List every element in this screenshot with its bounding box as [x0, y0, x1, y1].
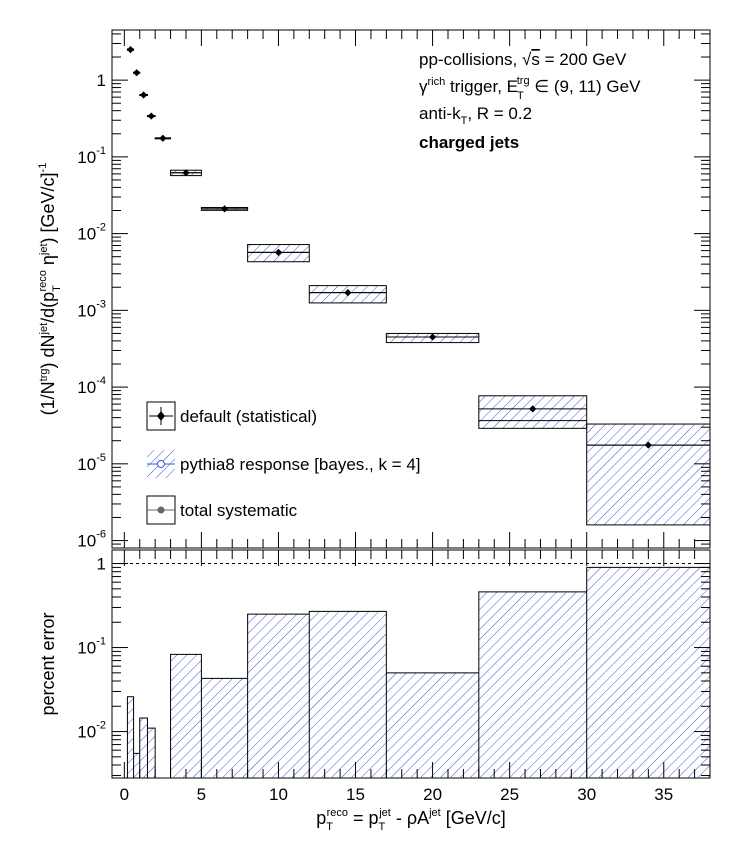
percent-error-bin-9	[386, 672, 479, 778]
percent-error-bin-1	[133, 753, 140, 778]
systematic-box-8	[308, 285, 387, 304]
percent-error-bins	[112, 563, 711, 778]
legend-label-pythia8: pythia8 response [bayes., k = 4]	[180, 455, 421, 474]
legend-label-systematic: total systematic	[180, 501, 298, 520]
annotation-collisions: pp-collisions, √s = 200 GeV	[419, 50, 627, 69]
x-tick-label-4: 20	[423, 785, 442, 804]
legend-entry-statistical: default (statistical)	[146, 401, 317, 431]
data-points	[126, 45, 710, 449]
upper-y-tick-label-1: 10-1	[77, 145, 106, 167]
lower-y-tick-label-2: 10-2	[77, 720, 106, 742]
data-point-4	[159, 134, 167, 142]
percent-error-bin-10	[478, 591, 587, 778]
upper-y-tick-label-4: 10-4	[77, 375, 106, 397]
percent-error-bin-0	[127, 696, 134, 778]
lower-y-tick-label-0: 1	[97, 555, 106, 574]
lower-axes: 1 10-1 10-2 0 5 10 15 20 25 30 35	[77, 550, 710, 804]
x-tick-label-7: 35	[654, 785, 673, 804]
x-tick-label-2: 10	[269, 785, 288, 804]
legend: default (statistical) pythia8 response […	[146, 401, 421, 525]
percent-error-bin-3	[147, 728, 156, 778]
x-tick-label-6: 30	[577, 785, 596, 804]
x-tick-label-5: 25	[500, 785, 519, 804]
upper-axes: 1 10-1 10-2 10-3 10-4 10-5 10-6	[77, 30, 710, 551]
data-point-7	[274, 248, 283, 256]
systematic-hatch-11	[586, 424, 710, 525]
upper-y-tick-label-3: 10-3	[77, 298, 106, 320]
percent-error-outline	[126, 566, 711, 778]
percent-error-bin-6	[201, 678, 248, 778]
upper-y-tick-label-0: 1	[97, 71, 106, 90]
legend-entry-pythia8-response: pythia8 response [bayes., k = 4]	[147, 450, 421, 478]
systematic-box-11	[586, 423, 711, 526]
annotation-trigger: γrich trigger, ETtrg ∈ (9, 11) GeV	[419, 75, 641, 102]
data-point-8	[344, 289, 352, 297]
x-tick-label-1: 5	[197, 785, 206, 804]
data-point-6	[220, 205, 229, 213]
legend-entry-total-systematic: total systematic	[146, 495, 298, 525]
systematic-box-10	[478, 395, 588, 429]
data-point-9	[428, 333, 437, 341]
systematic-box-7	[247, 244, 310, 263]
percent-error-bin-7	[247, 614, 310, 778]
percent-error-bin-2	[139, 718, 148, 778]
annotation-algorithm: anti-kT, R = 0.2	[419, 104, 532, 127]
data-point-10	[529, 405, 537, 413]
upper-y-tick-label-2: 10-2	[77, 222, 106, 244]
upper-y-axis-title: (1/Ntrg) dNjet/d(pTreco ηjet) [GeV/c]-1	[37, 163, 63, 416]
data-point-2	[139, 91, 148, 99]
percent-error-bin-11	[586, 567, 710, 778]
data-point-11	[644, 441, 652, 449]
percent-error-bin-8	[309, 611, 387, 778]
data-point-0	[126, 45, 135, 54]
lower-y-axis-title: percent error	[38, 612, 58, 715]
data-point-5	[182, 169, 190, 177]
upper-plot-frame	[111, 29, 711, 549]
percent-error-bin-5	[170, 654, 202, 778]
x-axis-title: pTreco = pTjet - ρAjet [GeV/c]	[316, 807, 506, 833]
legend-label-statistical: default (statistical)	[180, 407, 317, 426]
annotation-jet-type: charged jets	[419, 133, 519, 152]
upper-y-tick-label-5: 10-5	[77, 452, 106, 474]
upper-y-tick-label-6: 10-6	[77, 529, 106, 551]
x-tick-label-0: 0	[120, 785, 129, 804]
lower-y-tick-label-1: 10-1	[77, 636, 106, 658]
data-point-1	[133, 69, 141, 77]
data-point-3	[147, 112, 155, 120]
x-tick-label-3: 15	[346, 785, 365, 804]
